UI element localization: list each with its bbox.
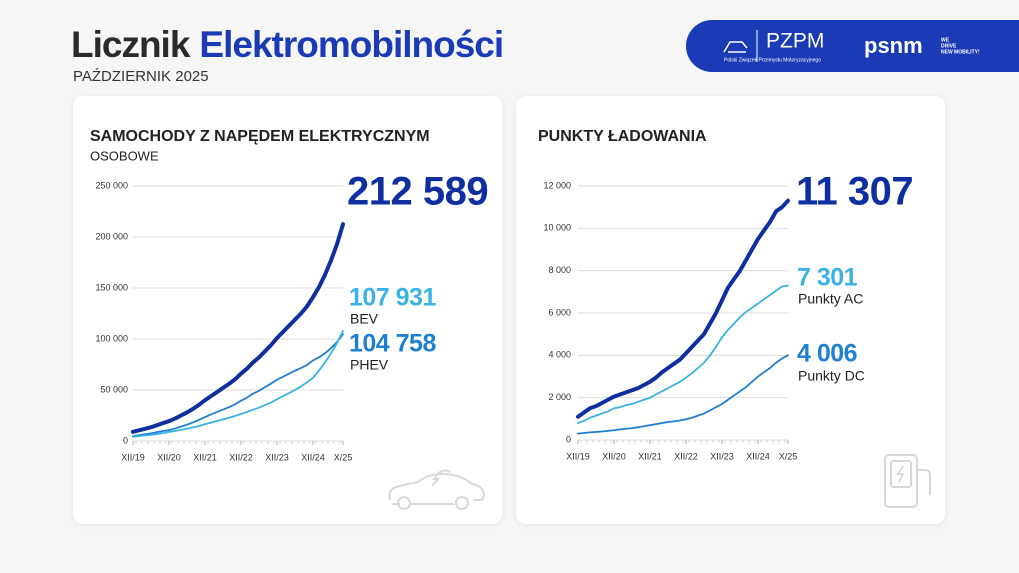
x-tick-label: XII/19 [121,452,145,462]
x-tick-label: XII/20 [602,451,626,461]
series-line [132,333,344,437]
pzpm-full-name: Polski Związek Przemysłu Motoryzacyjnego [724,57,821,63]
psnm-tagline: NEW MOBILITY! [941,49,980,55]
value-label: 4 006 [797,340,857,368]
y-tick-label: 100 000 [95,333,128,343]
series-line [577,354,789,435]
x-tick-label: XII/22 [674,451,698,461]
x-tick-label: XII/21 [193,452,217,462]
pzpm-icon [723,41,748,53]
value-label: 107 931 [349,284,436,312]
page-title: Licznik Elektromobilności [71,24,503,65]
psnm-logo: psnm [864,33,923,58]
chart-title: PUNKTY ŁADOWANIA [538,128,707,145]
x-tick-label: XII/20 [157,452,181,462]
chart-title: SAMOCHODY Z NAPĘDEM ELEKTRYCZNYM [90,128,430,145]
x-tick-label: XII/24 [746,451,770,461]
value-label: 104 758 [349,330,436,358]
series-line [131,222,345,434]
x-tick-label: XII/23 [710,451,734,461]
x-tick-label: XII/23 [265,452,289,462]
x-tick-label: X/25 [779,451,798,461]
series-line [576,198,790,419]
y-tick-label: 8 000 [548,265,571,275]
y-tick-label: 150 000 [95,282,128,292]
y-tick-label: 4 000 [548,350,571,360]
series-line [577,284,789,424]
x-tick-label: XII/21 [638,451,662,461]
logo-banner [686,20,1019,72]
series-name: PHEV [350,357,389,373]
y-tick-label: 250 000 [95,180,128,190]
value-label: 11 307 [796,170,913,214]
pzpm-logo: PZPM [766,30,824,53]
series-name: Punkty AC [798,291,863,307]
psnm-tagline: WE [941,37,950,43]
y-tick-label: 2 000 [548,392,571,402]
series-name: BEV [350,311,379,327]
y-tick-label: 0 [123,435,128,445]
x-tick-label: XII/24 [301,452,325,462]
x-tick-label: XII/19 [566,451,590,461]
x-tick-label: X/25 [334,452,353,462]
title-part: Elektromobilności [199,24,503,65]
y-tick-label: 10 000 [543,223,571,233]
title-part: Licznik [71,24,191,65]
series-line [132,330,344,438]
y-tick-label: 0 [566,434,571,444]
value-label: 212 589 [347,170,488,214]
y-tick-label: 50 000 [100,384,128,394]
card [516,96,945,524]
x-tick-label: XII/22 [229,452,253,462]
y-tick-label: 200 000 [95,231,128,241]
psnm-tagline: DRIVE [941,43,957,49]
page-date: PAŹDZIERNIK 2025 [73,68,209,85]
y-tick-label: 6 000 [548,307,571,317]
car-icon [388,469,486,510]
y-tick-label: 12 000 [543,180,571,190]
series-name: Punkty DC [798,368,865,384]
value-label: 7 301 [797,264,858,292]
charger-icon [884,454,931,508]
chart-subtitle: OSOBOWE [90,148,159,163]
